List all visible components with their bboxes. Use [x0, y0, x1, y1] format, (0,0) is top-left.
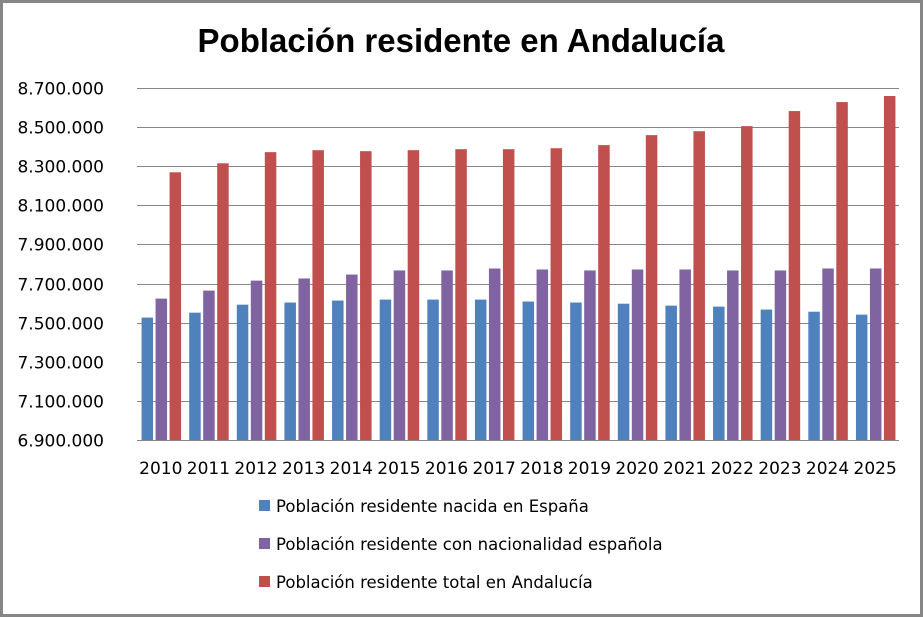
- bar-2022-series-1: [713, 306, 725, 440]
- bar-2010-series-3: [169, 172, 182, 441]
- legend-swatch: [259, 538, 270, 549]
- bar-2019-series-3: [598, 145, 610, 440]
- bar-2016-series-3: [455, 149, 467, 440]
- y-tick-label: 8.500.000: [17, 119, 104, 139]
- x-tick-label: 2017: [473, 459, 516, 479]
- y-tick-label: 8.100.000: [17, 197, 104, 217]
- bar-2017-series-2: [488, 268, 501, 440]
- legend: Población residente nacida en España Pobl…: [259, 497, 663, 592]
- bar-2020-series-1: [617, 303, 630, 440]
- bar-2013-series-1: [284, 302, 296, 440]
- x-tick-label: 2022: [711, 459, 754, 479]
- bar-2017-series-3: [502, 149, 515, 440]
- bar-2014-series-2: [346, 274, 358, 440]
- y-tick-label: 7.900.000: [17, 236, 104, 256]
- x-tick-label: 2010: [139, 459, 182, 479]
- bar-2025-series-1: [855, 314, 868, 440]
- bar-2020-series-2: [631, 269, 644, 440]
- bars: [141, 96, 896, 441]
- bar-2018-series-3: [550, 148, 563, 440]
- bar-2023-series-3: [788, 111, 801, 440]
- bar-2015-series-3: [407, 150, 420, 441]
- bar-2016-series-1: [427, 299, 439, 440]
- bar-2018-series-2: [536, 269, 549, 440]
- bar-2010-series-2: [155, 298, 168, 440]
- bar-2011-series-2: [203, 290, 215, 440]
- bar-2012-series-1: [236, 304, 249, 440]
- bar-2022-series-3: [741, 126, 753, 440]
- x-axis: 2010 2011 2012 2013 2014 2015 2016 2017 2018 2019…: [139, 459, 897, 479]
- x-tick-label: 2012: [234, 459, 277, 479]
- x-tick-label: 2014: [330, 459, 373, 479]
- bar-2023-series-1: [760, 309, 773, 440]
- bar-2014-series-3: [360, 151, 372, 441]
- x-tick-label: 2015: [377, 459, 420, 479]
- bar-2011-series-3: [217, 163, 229, 441]
- x-tick-label: 2021: [663, 459, 706, 479]
- x-tick-label: 2023: [758, 459, 801, 479]
- bar-2016-series-2: [441, 270, 453, 440]
- x-tick-label: 2018: [520, 459, 563, 479]
- legend-label: Población residente con nacionalidad esp…: [276, 535, 663, 554]
- bar-2010-series-1: [141, 317, 154, 440]
- bar-2021-series-3: [693, 131, 705, 440]
- x-tick-label: 2024: [806, 459, 849, 479]
- bar-2015-series-2: [393, 270, 406, 440]
- bar-2013-series-2: [298, 278, 310, 440]
- bar-2012-series-2: [250, 280, 263, 440]
- bar-2011-series-1: [189, 312, 201, 440]
- x-tick-label: 2025: [854, 459, 897, 479]
- bar-2024-series-1: [808, 311, 820, 440]
- bar-2013-series-3: [312, 150, 324, 441]
- bar-2014-series-1: [332, 300, 344, 440]
- y-tick-label: 7.500.000: [17, 315, 104, 335]
- bar-2023-series-2: [774, 270, 787, 440]
- bar-2024-series-2: [822, 268, 834, 440]
- x-tick-label: 2016: [425, 459, 468, 479]
- legend-swatch: [259, 576, 270, 587]
- y-tick-label: 7.300.000: [17, 354, 104, 374]
- bar-2019-series-1: [570, 302, 582, 440]
- bar-2025-series-2: [869, 268, 882, 440]
- x-tick-label: 2013: [282, 459, 325, 479]
- bar-2021-series-2: [679, 269, 691, 440]
- y-tick-label: 7.700.000: [17, 276, 104, 296]
- y-tick-label: 8.700.000: [17, 80, 104, 100]
- y-tick-label: 6.900.000: [17, 432, 104, 452]
- y-tick-label: 7.100.000: [17, 393, 104, 413]
- x-tick-label: 2011: [187, 459, 230, 479]
- bar-2022-series-2: [727, 270, 739, 440]
- bar-2018-series-1: [522, 301, 535, 440]
- x-tick-label: 2020: [615, 459, 658, 479]
- x-tick-label: 2019: [568, 459, 611, 479]
- bar-2012-series-3: [264, 152, 277, 441]
- y-axis: 6.900.000 7.100.000 7.300.000 7.500.000 7.70…: [17, 80, 104, 452]
- bar-2021-series-1: [665, 305, 677, 440]
- bar-2025-series-3: [883, 96, 896, 441]
- y-tick-label: 8.300.000: [17, 158, 104, 178]
- bar-2020-series-3: [645, 135, 658, 440]
- bar-2024-series-3: [836, 102, 848, 440]
- bar-2017-series-1: [474, 299, 487, 440]
- legend-swatch: [259, 500, 270, 511]
- bar-2015-series-1: [379, 299, 392, 440]
- legend-label: Población residente total en Andalucía: [276, 573, 593, 592]
- chart-title: Población residente en Andalucía: [198, 22, 726, 59]
- bar-2019-series-2: [584, 270, 596, 440]
- legend-label: Población residente nacida en España: [276, 497, 589, 516]
